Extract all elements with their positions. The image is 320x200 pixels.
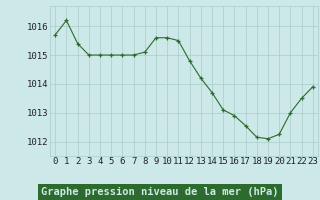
Text: Graphe pression niveau de la mer (hPa): Graphe pression niveau de la mer (hPa) [41,187,279,197]
